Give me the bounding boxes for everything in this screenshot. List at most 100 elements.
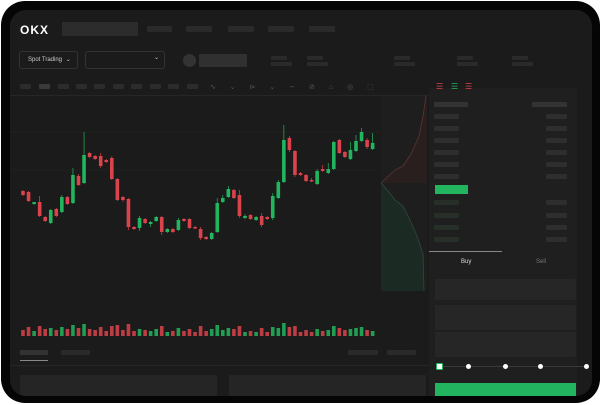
- slider-step-50[interactable]: [503, 364, 508, 369]
- volume-bar: [282, 323, 286, 336]
- stat-value: [271, 62, 292, 66]
- slider-step-100[interactable]: [584, 364, 589, 369]
- interval-button[interactable]: [20, 84, 31, 89]
- orderbook-view-bids-icon[interactable]: ☰: [451, 82, 459, 91]
- interval-button[interactable]: [131, 84, 142, 89]
- active-tab-indicator: [429, 251, 502, 252]
- interval-button[interactable]: [58, 84, 69, 89]
- candle: [370, 133, 375, 150]
- candle-body: [337, 140, 342, 153]
- volume-bar: [332, 326, 336, 336]
- candle-body: [359, 132, 364, 141]
- nav-item[interactable]: [309, 26, 335, 32]
- orderbook-view-asks-icon[interactable]: ☰: [465, 82, 473, 91]
- tab-buy[interactable]: Buy: [461, 259, 472, 265]
- amount-input[interactable]: [435, 305, 576, 330]
- slider-step-75[interactable]: [538, 364, 543, 369]
- stat-label: [512, 56, 528, 60]
- amount-slider-track[interactable]: [439, 366, 589, 367]
- interval-button[interactable]: [150, 84, 161, 89]
- stat-label: [457, 56, 473, 60]
- nav-item[interactable]: [268, 26, 294, 32]
- candle-body: [320, 169, 325, 171]
- candle: [326, 163, 331, 174]
- tab-order-history[interactable]: [61, 350, 90, 355]
- interval-button[interactable]: [168, 84, 179, 89]
- candle-body: [209, 233, 214, 239]
- candle-body: [32, 202, 36, 204]
- pair-selector[interactable]: ⌄: [85, 51, 165, 69]
- candle: [226, 186, 231, 198]
- volume-bar: [148, 331, 153, 336]
- candle: [232, 189, 236, 199]
- filter-button[interactable]: [387, 350, 416, 355]
- interval-button[interactable]: [94, 84, 105, 89]
- volume-bar: [226, 328, 231, 336]
- total-input[interactable]: [435, 332, 576, 357]
- candle-body: [148, 222, 153, 224]
- volume-bar: [126, 324, 131, 336]
- candle-body: [309, 180, 314, 182]
- stat-value: [394, 62, 415, 66]
- orderbook-view-both-icon[interactable]: ☰: [436, 82, 444, 91]
- candle: [60, 195, 64, 213]
- interval-button[interactable]: [76, 84, 87, 89]
- candle: [165, 228, 170, 233]
- volume-bar: [71, 325, 75, 336]
- drawing-tools-icons[interactable]: ∿ ⌄ ⊳ ⌄ ∼ ⊘ ⌂ ◎ ⬚: [210, 84, 380, 91]
- candle: [276, 180, 281, 199]
- market-selector[interactable]: Spot Trading ⌄: [19, 51, 78, 69]
- buy-button[interactable]: [435, 383, 576, 396]
- candle-body: [365, 140, 369, 147]
- filter-button[interactable]: [348, 350, 378, 355]
- tab-sell[interactable]: Sell: [536, 259, 547, 265]
- slider-step-25[interactable]: [466, 364, 471, 369]
- search-input[interactable]: [62, 22, 138, 36]
- tab-open-orders[interactable]: [20, 350, 48, 355]
- candle-body: [304, 175, 308, 181]
- candle: [320, 165, 325, 172]
- candle: [193, 226, 197, 229]
- volume-bar: [343, 330, 347, 336]
- volume-bar: [315, 329, 319, 336]
- candle-body: [82, 155, 86, 183]
- last-price-badge: [435, 185, 468, 194]
- candle-body: [282, 140, 286, 182]
- volume-bar: [82, 324, 86, 336]
- interval-button[interactable]: [187, 84, 198, 89]
- volume-bar: [65, 329, 70, 336]
- candle-body: [154, 217, 158, 221]
- candle: [209, 232, 214, 240]
- price-input[interactable]: [435, 279, 576, 300]
- orders-panel: [229, 375, 426, 396]
- candle: [87, 152, 92, 158]
- nav-item[interactable]: [186, 26, 212, 32]
- candle-body: [237, 195, 242, 216]
- ask-amount: [546, 114, 567, 119]
- divider: [10, 365, 430, 366]
- candle-body: [65, 197, 70, 204]
- chevron-down-icon: ⌄: [65, 57, 71, 63]
- candle: [337, 139, 342, 154]
- candle-body: [348, 150, 353, 159]
- amount-slider-handle[interactable]: [436, 363, 443, 370]
- nav-item[interactable]: [228, 26, 254, 32]
- bid-price: [434, 237, 459, 242]
- interval-button[interactable]: [39, 84, 50, 89]
- volume-bar: [337, 328, 342, 336]
- candle: [221, 195, 225, 203]
- market-selector-label: Spot Trading: [28, 57, 63, 63]
- stat-label: [271, 56, 287, 60]
- stat-value: [457, 62, 478, 66]
- candle: [143, 218, 147, 224]
- bid-price: [434, 200, 459, 205]
- candlestick-chart[interactable]: [10, 96, 380, 336]
- candle: [121, 196, 125, 202]
- volume-bar: [159, 326, 164, 336]
- interval-button[interactable]: [113, 84, 124, 89]
- coin-icon: [183, 54, 196, 67]
- candle: [359, 128, 364, 142]
- candle: [293, 150, 297, 177]
- volume-bar: [165, 332, 170, 336]
- nav-item[interactable]: [147, 26, 172, 32]
